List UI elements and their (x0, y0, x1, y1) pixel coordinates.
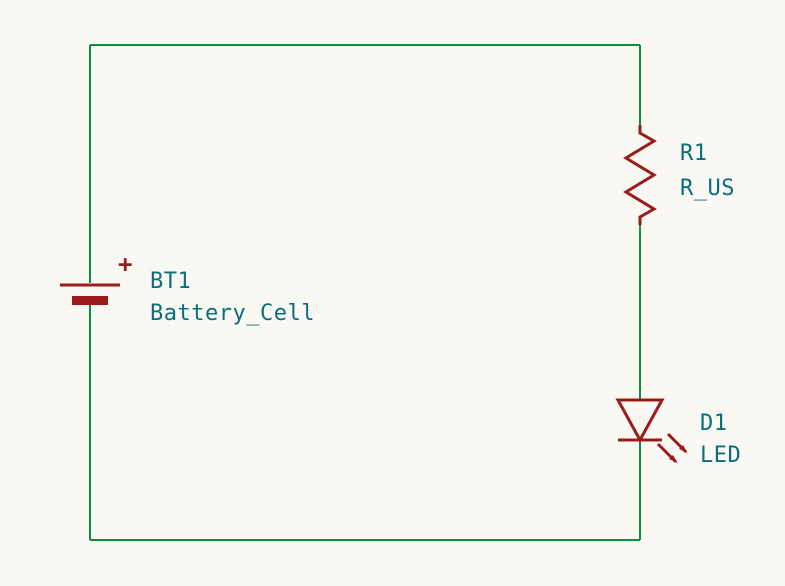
battery-plus-icon: + (118, 250, 132, 278)
led-value: LED (700, 443, 741, 468)
battery-value: Battery_Cell (150, 301, 315, 326)
led-ref: D1 (700, 411, 728, 436)
battery-ref: BT1 (150, 269, 191, 294)
led-arrows-icon (658, 434, 688, 464)
component-battery: + BT1 Battery_Cell (60, 250, 315, 326)
schematic-canvas: + BT1 Battery_Cell R1 R_US D1 LED (0, 0, 785, 586)
resistor-value: R_US (680, 176, 735, 201)
resistor-ref: R1 (680, 141, 708, 166)
component-led: D1 LED (618, 400, 741, 468)
component-resistor: R1 R_US (626, 125, 735, 225)
